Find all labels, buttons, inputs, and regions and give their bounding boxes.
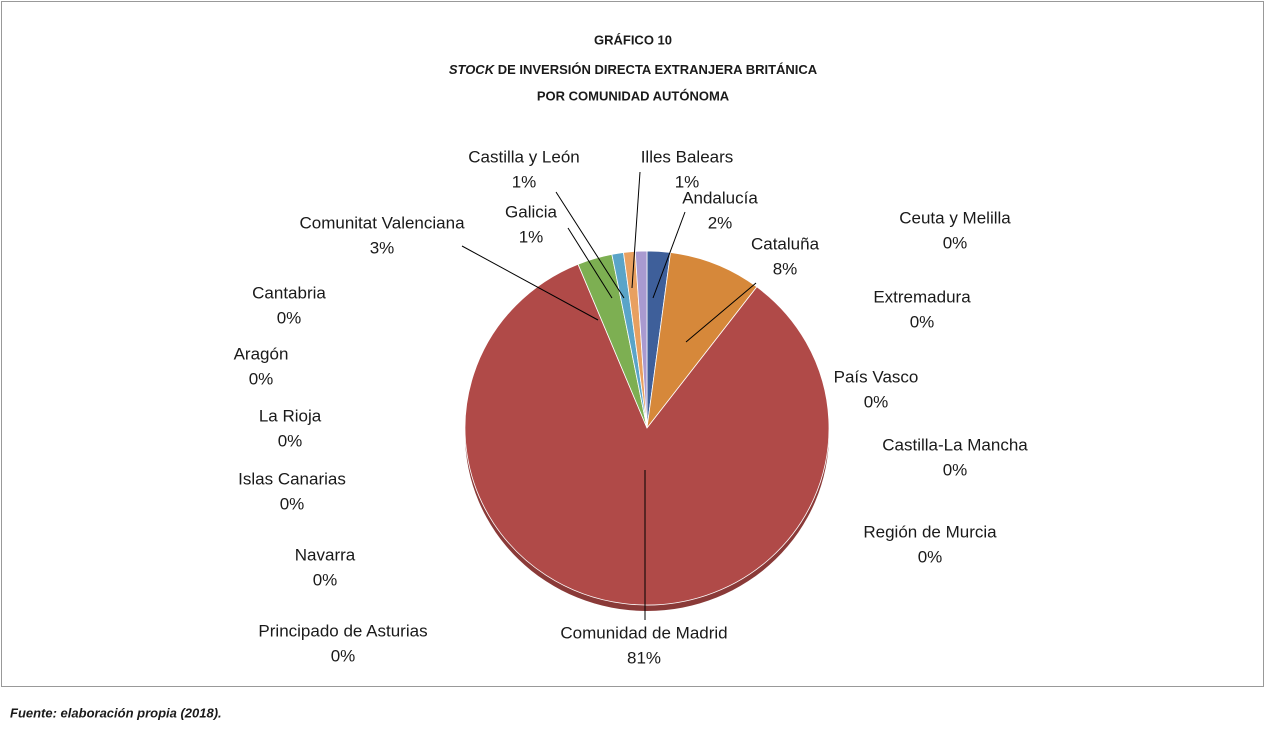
slice-label: Castilla-La Mancha <box>882 435 1028 454</box>
slice-label: Cantabria <box>252 283 326 302</box>
slice-value-label: 1% <box>512 172 537 191</box>
pie-slice <box>634 250 648 429</box>
slice-value-label: 0% <box>943 460 968 479</box>
leader-line <box>555 191 625 299</box>
slice-value-label: 0% <box>331 646 356 665</box>
slice-label: Illes Balears <box>641 147 734 166</box>
slice-value-label: 0% <box>864 392 889 411</box>
slice-value-label: 0% <box>277 308 302 327</box>
chart-subtitle2: POR COMUNIDAD AUTÓNOMA <box>537 88 730 103</box>
slice-value-label: 1% <box>519 227 544 246</box>
source-note: Fuente: elaboración propia (2018). <box>10 705 222 720</box>
slice-label: Navarra <box>295 545 356 564</box>
pie-slice <box>646 252 758 430</box>
slice-label: País Vasco <box>834 367 919 386</box>
leader-line <box>631 171 641 289</box>
slice-value-label: 0% <box>313 570 338 589</box>
slice-label: Región de Murcia <box>863 522 997 541</box>
slice-value-label: 8% <box>773 259 798 278</box>
slice-value-label: 0% <box>278 431 303 450</box>
slice-label: Andalucía <box>682 188 758 207</box>
slice-label: Galicia <box>505 202 558 221</box>
slice-value-label: 0% <box>910 312 935 331</box>
slice-label: La Rioja <box>259 406 322 425</box>
slice-value-label: 81% <box>627 648 661 667</box>
chart-subtitle: STOCK DE INVERSIÓN DIRECTA EXTRANJERA BR… <box>449 62 818 77</box>
slice-label: Extremadura <box>873 287 971 306</box>
frame <box>1 1 1264 687</box>
leader-line <box>685 282 757 343</box>
slice-label: Cataluña <box>751 234 820 253</box>
leader-line <box>652 211 686 299</box>
subtitle-rest: DE INVERSIÓN DIRECTA EXTRANJERA BRITÁNIC… <box>498 62 818 77</box>
slice-value-label: 3% <box>370 238 395 257</box>
slice-label: Ceuta y Melilla <box>899 208 1011 227</box>
pie-slice <box>464 263 830 606</box>
leader-line <box>461 245 599 321</box>
leader-line <box>567 227 613 299</box>
slice-label: Principado de Asturias <box>258 621 427 640</box>
slice-value-label: 2% <box>708 213 733 232</box>
slice-value-label: 0% <box>249 369 274 388</box>
slice-value-label: 0% <box>918 547 943 566</box>
slice-label: Comunitat Valenciana <box>299 213 465 232</box>
slice-label: Aragón <box>234 344 289 363</box>
slice-label: Islas Canarias <box>238 469 346 488</box>
slice-value-label: 1% <box>675 172 700 191</box>
chart-title: GRÁFICO 10 <box>594 32 672 47</box>
slice-label: Castilla y León <box>468 147 580 166</box>
slice-label: Comunidad de Madrid <box>560 623 727 642</box>
slice-value-label: 0% <box>280 494 305 513</box>
subtitle-italic: STOCK <box>449 62 496 77</box>
slice-value-label: 0% <box>943 233 968 252</box>
